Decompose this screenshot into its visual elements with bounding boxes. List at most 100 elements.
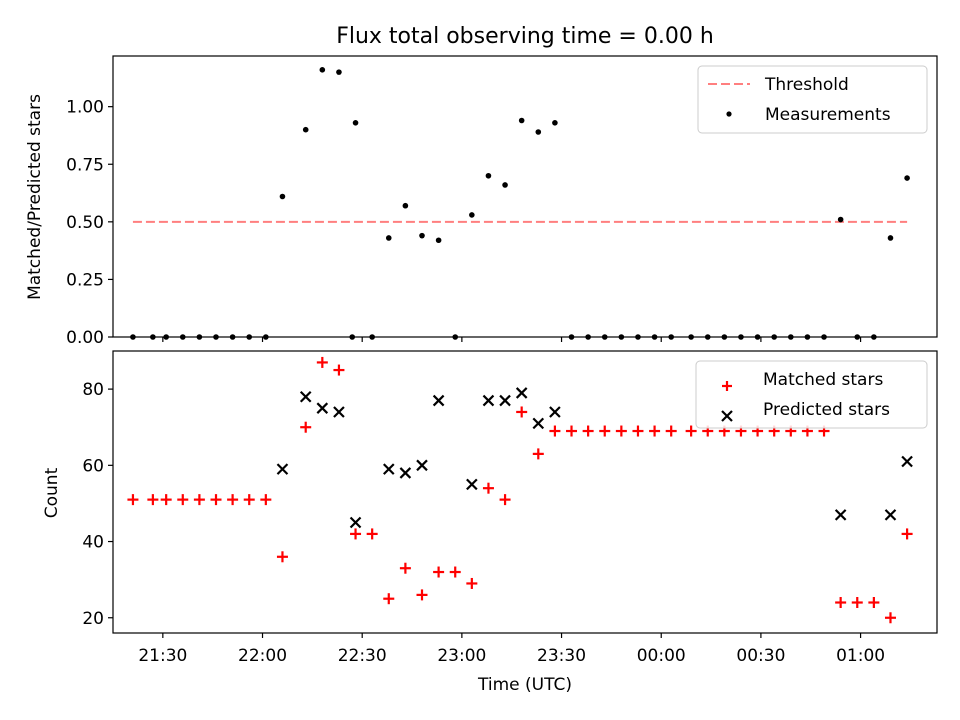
matched-star-point	[333, 364, 345, 376]
measurement-point	[518, 117, 525, 124]
measurement-point	[469, 212, 475, 218]
matched-star-point	[599, 425, 611, 437]
count-xtick-label: 00:30	[736, 646, 785, 666]
matched-star-point	[615, 425, 627, 437]
predicted-star-point	[884, 509, 897, 521]
matched-star-point	[835, 597, 847, 609]
matched-star-point	[582, 425, 594, 437]
predicted-star-point	[276, 463, 289, 475]
legend-measurements-swatch	[726, 111, 732, 117]
matched-star-point	[210, 494, 222, 506]
count-plot-frame	[112, 350, 938, 634]
matched-star-point	[685, 425, 697, 437]
measurement-point	[552, 119, 558, 126]
matched-star-point	[649, 425, 661, 437]
matched-star-point	[665, 425, 677, 437]
measurement-point	[279, 193, 286, 200]
predicted-star-point	[399, 467, 412, 479]
matched-star-point	[160, 494, 172, 506]
predicted-star-point	[349, 516, 362, 529]
predicted-star-point	[432, 394, 445, 407]
legend-matched-label: Matched stars	[763, 370, 883, 390]
predicted-star-point	[549, 406, 561, 418]
measurement-point	[402, 202, 409, 209]
ratio-legend-box	[697, 65, 928, 134]
count-ytick-label: 40	[82, 533, 104, 553]
ratio-ytick-label: 0.00	[66, 328, 104, 348]
matched-star-point	[227, 494, 239, 506]
matched-star-point	[260, 494, 272, 506]
matched-star-point	[499, 494, 511, 506]
predicted-star-point	[482, 394, 495, 407]
ratio-panel: Flux total observing time = 0.00 h Match…	[25, 24, 938, 348]
measurement-point	[419, 232, 425, 239]
count-legend-box	[695, 360, 928, 429]
legend-predicted-label: Predicted stars	[763, 400, 890, 420]
matched-star-point	[276, 551, 288, 563]
measurement-point	[837, 216, 844, 223]
legend-measurements-label: Measurements	[765, 105, 891, 125]
matched-star-point	[466, 577, 478, 589]
matched-star-point	[433, 566, 445, 578]
measurement-point	[485, 172, 492, 179]
count-xtick-label: 22:30	[338, 646, 387, 666]
ratio-legend: Threshold Measurements	[697, 65, 928, 134]
measurement-point	[904, 175, 910, 181]
predicted-star-point	[901, 455, 913, 468]
measurement-point	[336, 69, 342, 75]
count-panel: Count Time (UTC) 20 40 60 80 21:30 22:00 22:30…	[42, 350, 938, 695]
matched-star-point	[350, 528, 362, 540]
matched-star-point	[566, 425, 578, 437]
predicted-star-point	[834, 509, 847, 521]
matched-star-point	[868, 597, 880, 609]
ratio-plot-frame	[112, 55, 938, 338]
legend-matched-swatch	[722, 381, 732, 391]
count-legend: Matched stars Predicted stars	[695, 360, 928, 429]
matched-star-point	[449, 566, 461, 578]
predicted-stars-series	[276, 387, 913, 529]
count-xtick-label: 00:00	[637, 646, 686, 666]
predicted-star-point	[515, 387, 528, 399]
y-axis-label-ratio: Matched/Predicted stars	[25, 94, 45, 300]
predicted-star-point	[316, 402, 329, 414]
predicted-star-point	[532, 417, 545, 430]
count-xtick-label: 01:00	[836, 646, 885, 666]
count-xtick-label: 23:30	[537, 646, 586, 666]
matched-star-point	[366, 528, 378, 540]
measurement-point	[319, 67, 326, 73]
count-ytick-label: 60	[82, 456, 104, 476]
matched-stars-series	[127, 356, 913, 624]
matched-star-point	[884, 612, 896, 624]
count-xtick-label: 22:00	[238, 646, 287, 666]
matched-star-point	[300, 421, 312, 433]
legend-threshold-label: Threshold	[764, 75, 849, 95]
chart-title: Flux total observing time = 0.00 h	[336, 24, 714, 49]
count-ticks: 20 40 60 80 21:30 22:00 22:30 23:00 23:30 00:00 00…	[82, 380, 885, 666]
matched-star-point	[851, 597, 863, 609]
predicted-star-point	[466, 478, 478, 491]
ratio-ytick-label: 0.50	[66, 213, 104, 233]
predicted-star-point	[382, 463, 395, 475]
predicted-star-point	[299, 390, 312, 403]
count-xtick-label: 21:30	[138, 646, 187, 666]
matched-star-point	[127, 494, 139, 506]
matched-star-point	[549, 425, 561, 437]
predicted-star-point	[416, 459, 428, 472]
ratio-ticks: 0.00 0.25 0.50 0.75 1.00	[66, 98, 862, 348]
matched-star-point	[147, 494, 159, 506]
matched-star-point	[316, 356, 328, 368]
matched-star-point	[482, 482, 494, 494]
measurement-point	[302, 126, 309, 133]
measurement-point	[352, 119, 359, 126]
y-axis-label-count: Count	[42, 467, 62, 518]
measurement-point	[385, 235, 392, 241]
ratio-ytick-label: 1.00	[66, 98, 104, 118]
matched-star-point	[416, 589, 428, 601]
predicted-star-point	[499, 394, 511, 407]
matched-star-point	[193, 494, 205, 506]
matched-star-point	[632, 425, 644, 437]
measurement-point	[435, 237, 442, 244]
matched-star-point	[516, 406, 528, 418]
measurement-point	[887, 235, 894, 241]
